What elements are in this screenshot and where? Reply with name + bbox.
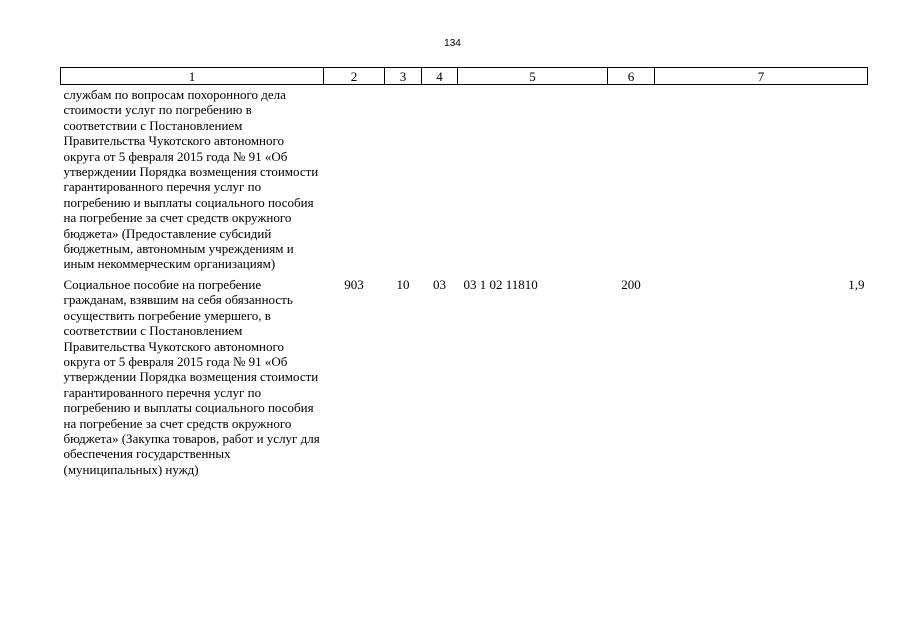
column-header-2: 2 [323,67,385,85]
row-expense-type [608,85,655,272]
column-header-1: 1 [60,67,324,85]
row-ministry-code [324,85,385,272]
column-header-4: 4 [421,67,458,85]
row-subsection [422,85,458,272]
column-header-6: 6 [607,67,655,85]
table-row: Социальное пособие на погребение граждан… [61,272,868,477]
table-row: службам по вопросам похоронного дела сто… [61,85,868,272]
table-header-row: 1 2 3 4 5 6 7 [60,67,868,85]
page-number: 134 [444,38,461,49]
row-target-article [458,85,608,272]
row-amount [655,85,868,272]
row-amount: 1,9 [848,276,865,292]
column-header-7: 7 [654,67,868,85]
column-header-3: 3 [384,67,422,85]
row-expense-type: 200 [621,276,641,292]
budget-table: 1 2 3 4 5 6 7 службам по вопросам похоро… [60,67,868,477]
row-ministry-code: 903 [344,276,364,292]
row-section [385,85,422,272]
column-header-5: 5 [457,67,608,85]
row-subsection: 03 [433,276,446,292]
row-name: Социальное пособие на погребение граждан… [63,276,320,477]
row-name: службам по вопросам похоронного дела сто… [63,87,319,272]
row-target-article: 03 1 02 11810 [463,276,538,292]
row-section: 10 [396,276,410,292]
